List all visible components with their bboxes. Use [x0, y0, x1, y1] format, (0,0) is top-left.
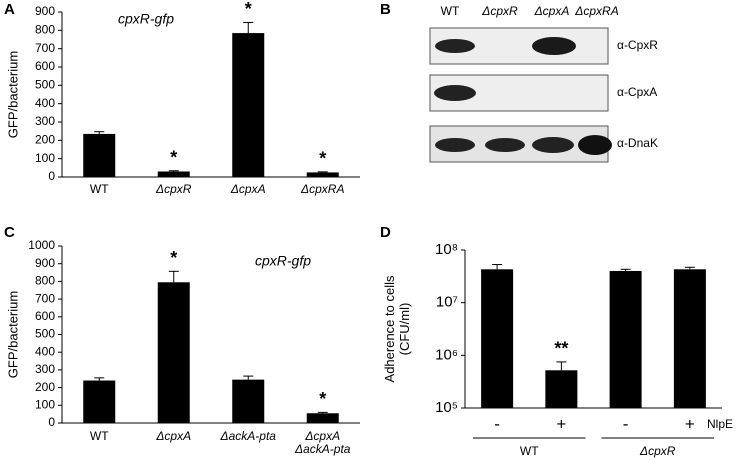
x-tick-label: WT	[90, 429, 109, 443]
x-tick-label: ΔcpxA ΔackA-pta	[294, 429, 351, 456]
x-tick-label: ΔcpxRA	[300, 182, 344, 196]
y-tick-label: 1000	[28, 238, 55, 252]
panel-label: C	[4, 224, 15, 241]
y-tick-label: 700	[35, 41, 55, 55]
x-tick-label: ΔackA-pta	[220, 429, 277, 443]
bar	[609, 270, 642, 408]
group-label: WT	[520, 444, 539, 458]
bar	[83, 133, 116, 177]
y-tick-label: 10⁵	[435, 399, 458, 416]
band	[435, 138, 475, 152]
x-tick-label: ΔcpxR	[155, 182, 192, 196]
annotation: cpxR-gfp	[255, 253, 311, 269]
y-axis-label: Adherence to cells(CFU/ml)	[382, 275, 412, 382]
bar	[83, 380, 116, 423]
bar	[306, 172, 339, 177]
y-axis-label: GFP/bacterium	[5, 291, 20, 378]
y-tick-label: 100	[35, 151, 55, 165]
band	[434, 85, 476, 101]
panel-label: A	[4, 1, 15, 18]
significance-label: *	[170, 248, 177, 268]
group-label: ΔcpxR	[639, 444, 676, 458]
bar	[673, 269, 706, 408]
x-axis-label: NlpE	[707, 417, 733, 431]
significance-label: **	[554, 339, 568, 359]
y-axis-label: GFP/bacterium	[5, 51, 20, 138]
panel-label: B	[380, 1, 391, 18]
y-tick-label: 10⁷	[436, 294, 458, 311]
lane-label: ΔcpxRA	[574, 4, 618, 18]
bar	[157, 171, 190, 177]
x-tick-label: -	[623, 414, 629, 433]
x-tick-label: ΔcpxA	[230, 182, 266, 196]
y-tick-label: 200	[35, 380, 55, 394]
significance-label: *	[245, 0, 252, 19]
y-tick-label: 0	[48, 169, 55, 183]
band	[435, 39, 475, 53]
bar	[232, 379, 265, 423]
y-tick-label: 800	[35, 23, 55, 37]
y-tick-label: 300	[35, 114, 55, 128]
y-tick-label: 400	[35, 96, 55, 110]
y-tick-label: 200	[35, 133, 55, 147]
lane-label: ΔcpxR	[481, 4, 518, 18]
bar	[481, 269, 514, 408]
x-tick-label: ΔcpxA	[155, 429, 191, 443]
x-tick-label: +	[685, 414, 695, 433]
y-tick-label: 600	[35, 309, 55, 323]
y-tick-label: 500	[35, 78, 55, 92]
y-tick-label: 0	[48, 415, 55, 429]
y-tick-label: 700	[35, 291, 55, 305]
significance-label: *	[319, 389, 326, 409]
y-tick-label: 900	[35, 4, 55, 18]
lane-label: WT	[441, 4, 460, 18]
lane-label: ΔcpxA	[534, 4, 570, 18]
x-tick-label: -	[494, 414, 500, 433]
x-tick-label: +	[556, 414, 566, 433]
band	[485, 138, 525, 152]
row-label: α-CpxR	[617, 38, 658, 52]
band	[532, 37, 576, 55]
y-tick-label: 500	[35, 327, 55, 341]
bar	[157, 282, 190, 423]
y-tick-label: 800	[35, 274, 55, 288]
y-tick-label: 300	[35, 362, 55, 376]
panel-label: D	[380, 224, 391, 241]
y-tick-label: 100	[35, 397, 55, 411]
band	[578, 135, 612, 155]
x-tick-label: WT	[90, 182, 109, 196]
band	[532, 137, 574, 153]
bar	[232, 33, 265, 178]
row-label: α-DnaK	[617, 136, 658, 150]
y-tick-label: 600	[35, 59, 55, 73]
y-tick-label: 10⁸	[435, 241, 458, 258]
bar	[545, 370, 578, 408]
significance-label: *	[170, 148, 177, 168]
y-tick-label: 400	[35, 344, 55, 358]
y-tick-label: 900	[35, 256, 55, 270]
y-tick-label: 10⁶	[435, 346, 458, 363]
annotation: cpxR-gfp	[118, 11, 174, 27]
bar	[306, 413, 339, 423]
row-label: α-CpxA	[617, 85, 657, 99]
significance-label: *	[319, 149, 326, 169]
blot: WT ΔcpxR ΔcpxA ΔcpxRA α-CpxR α-CpxA α-Dn…	[429, 4, 658, 163]
